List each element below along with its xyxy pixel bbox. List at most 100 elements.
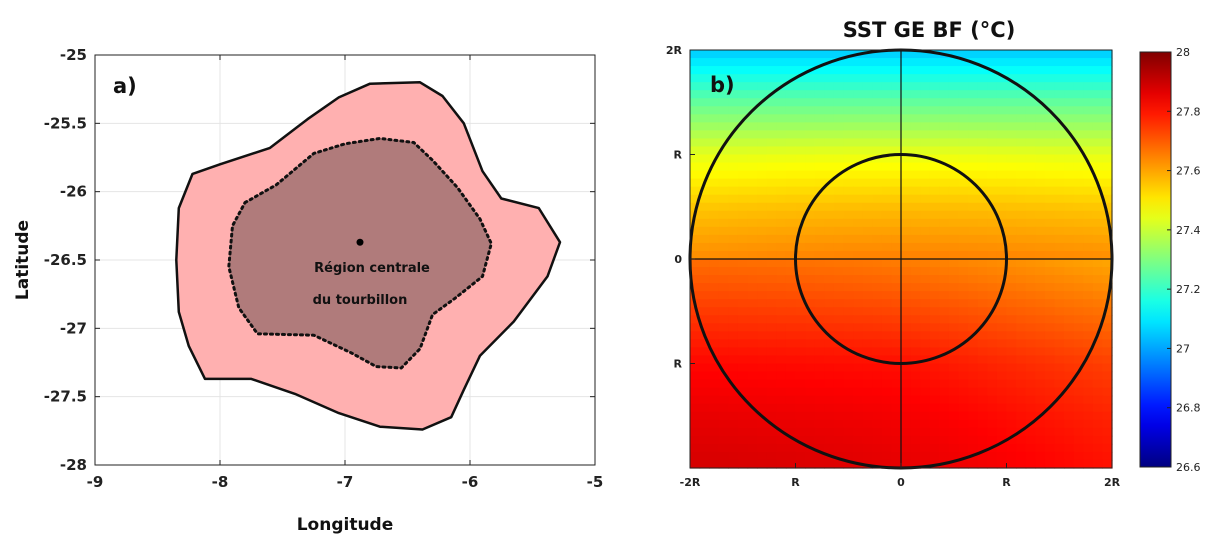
sst-cell (987, 114, 998, 123)
sst-cell (1102, 90, 1113, 99)
sst-cell (901, 250, 912, 260)
sst-cell (901, 122, 912, 131)
sst-cell (1016, 58, 1027, 67)
sst-cell (977, 106, 988, 115)
sst-cell (872, 395, 883, 405)
sst-cell (929, 178, 940, 188)
sst-cell (1102, 114, 1113, 123)
sst-cell (1006, 419, 1017, 429)
sst-cell (1025, 435, 1036, 445)
sst-cell (929, 427, 940, 437)
sst-cell (1083, 315, 1094, 324)
sst-cell (785, 371, 797, 381)
sst-cell (747, 339, 758, 349)
sst-cell (939, 226, 950, 236)
sst-cell (843, 267, 854, 276)
sst-cell (843, 379, 854, 389)
sst-cell (699, 50, 710, 59)
sst-cell (1044, 355, 1056, 365)
sst-cell (977, 170, 988, 180)
sst-cell (776, 275, 787, 284)
sst-cell (814, 210, 825, 220)
sst-cell (776, 371, 787, 381)
sst-cell (1035, 50, 1046, 59)
sst-cell (853, 178, 864, 188)
sst-cell (699, 66, 710, 75)
sst-cell (1092, 90, 1104, 99)
sst-cell (757, 186, 768, 196)
sst-cell (757, 339, 768, 349)
x-tick-label: -9 (87, 473, 104, 491)
sst-cell (709, 202, 720, 212)
sst-cell (699, 347, 710, 357)
sst-cell (1006, 347, 1017, 357)
sst-cell (699, 154, 710, 164)
sst-cell (1016, 395, 1027, 405)
sst-cell (920, 170, 931, 180)
sst-cell (843, 395, 854, 405)
sst-cell (709, 459, 720, 469)
sst-cell (1035, 371, 1046, 381)
sst-cell (872, 234, 883, 244)
sst-cell (948, 363, 960, 373)
sst-cell (833, 267, 845, 276)
sst-cell (1016, 443, 1027, 453)
sst-cell (737, 90, 749, 99)
sst-cell (910, 435, 921, 445)
sst-cell (766, 347, 777, 357)
sst-cell (891, 90, 902, 99)
sst-cell (853, 58, 864, 67)
sst-cell (1092, 82, 1104, 91)
sst-cell (968, 202, 979, 212)
sst-cell (824, 323, 835, 332)
sst-cell (872, 379, 883, 389)
sst-cell (920, 138, 931, 148)
sst-cell (690, 331, 701, 340)
sst-cell (910, 242, 921, 252)
sst-cell (833, 242, 845, 252)
sst-cell (1025, 331, 1036, 340)
sst-cell (862, 371, 873, 381)
sst-cell (1025, 170, 1036, 180)
sst-cell (776, 315, 787, 324)
sst-cell (785, 178, 797, 188)
sst-cell (929, 443, 940, 453)
sst-cell (948, 250, 960, 260)
sst-cell (718, 226, 729, 236)
sst-cell (737, 347, 749, 357)
x-tick-label: -2R (680, 476, 701, 489)
sst-cell (833, 114, 845, 123)
sst-cell (805, 234, 816, 244)
sst-cell (853, 242, 864, 252)
sst-cell (814, 451, 825, 461)
sst-cell (843, 130, 854, 140)
sst-cell (1073, 411, 1084, 421)
sst-cell (862, 50, 873, 59)
sst-cell (757, 234, 768, 244)
sst-cell (833, 411, 845, 421)
sst-cell (881, 291, 893, 300)
sst-cell (939, 210, 950, 220)
sst-cell (1083, 186, 1094, 196)
sst-cell (891, 283, 902, 292)
sst-cell (891, 170, 902, 180)
sst-cell (718, 194, 729, 204)
sst-cell (862, 347, 873, 357)
sst-cell (862, 283, 873, 292)
sst-cell (910, 371, 921, 381)
sst-cell (1016, 363, 1027, 373)
sst-cell (939, 435, 950, 445)
sst-cell (1035, 234, 1046, 244)
sst-cell (862, 130, 873, 140)
sst-cell (862, 74, 873, 83)
sst-cell (881, 82, 893, 91)
x-tick-label: -7 (337, 473, 354, 491)
sst-cell (948, 146, 960, 156)
sst-cell (1035, 427, 1046, 437)
sst-cell (814, 363, 825, 373)
sst-cell (766, 186, 777, 196)
sst-cell (1025, 299, 1036, 308)
sst-cell (1025, 250, 1036, 260)
sst-cell (1035, 162, 1046, 172)
sst-cell (785, 226, 797, 236)
